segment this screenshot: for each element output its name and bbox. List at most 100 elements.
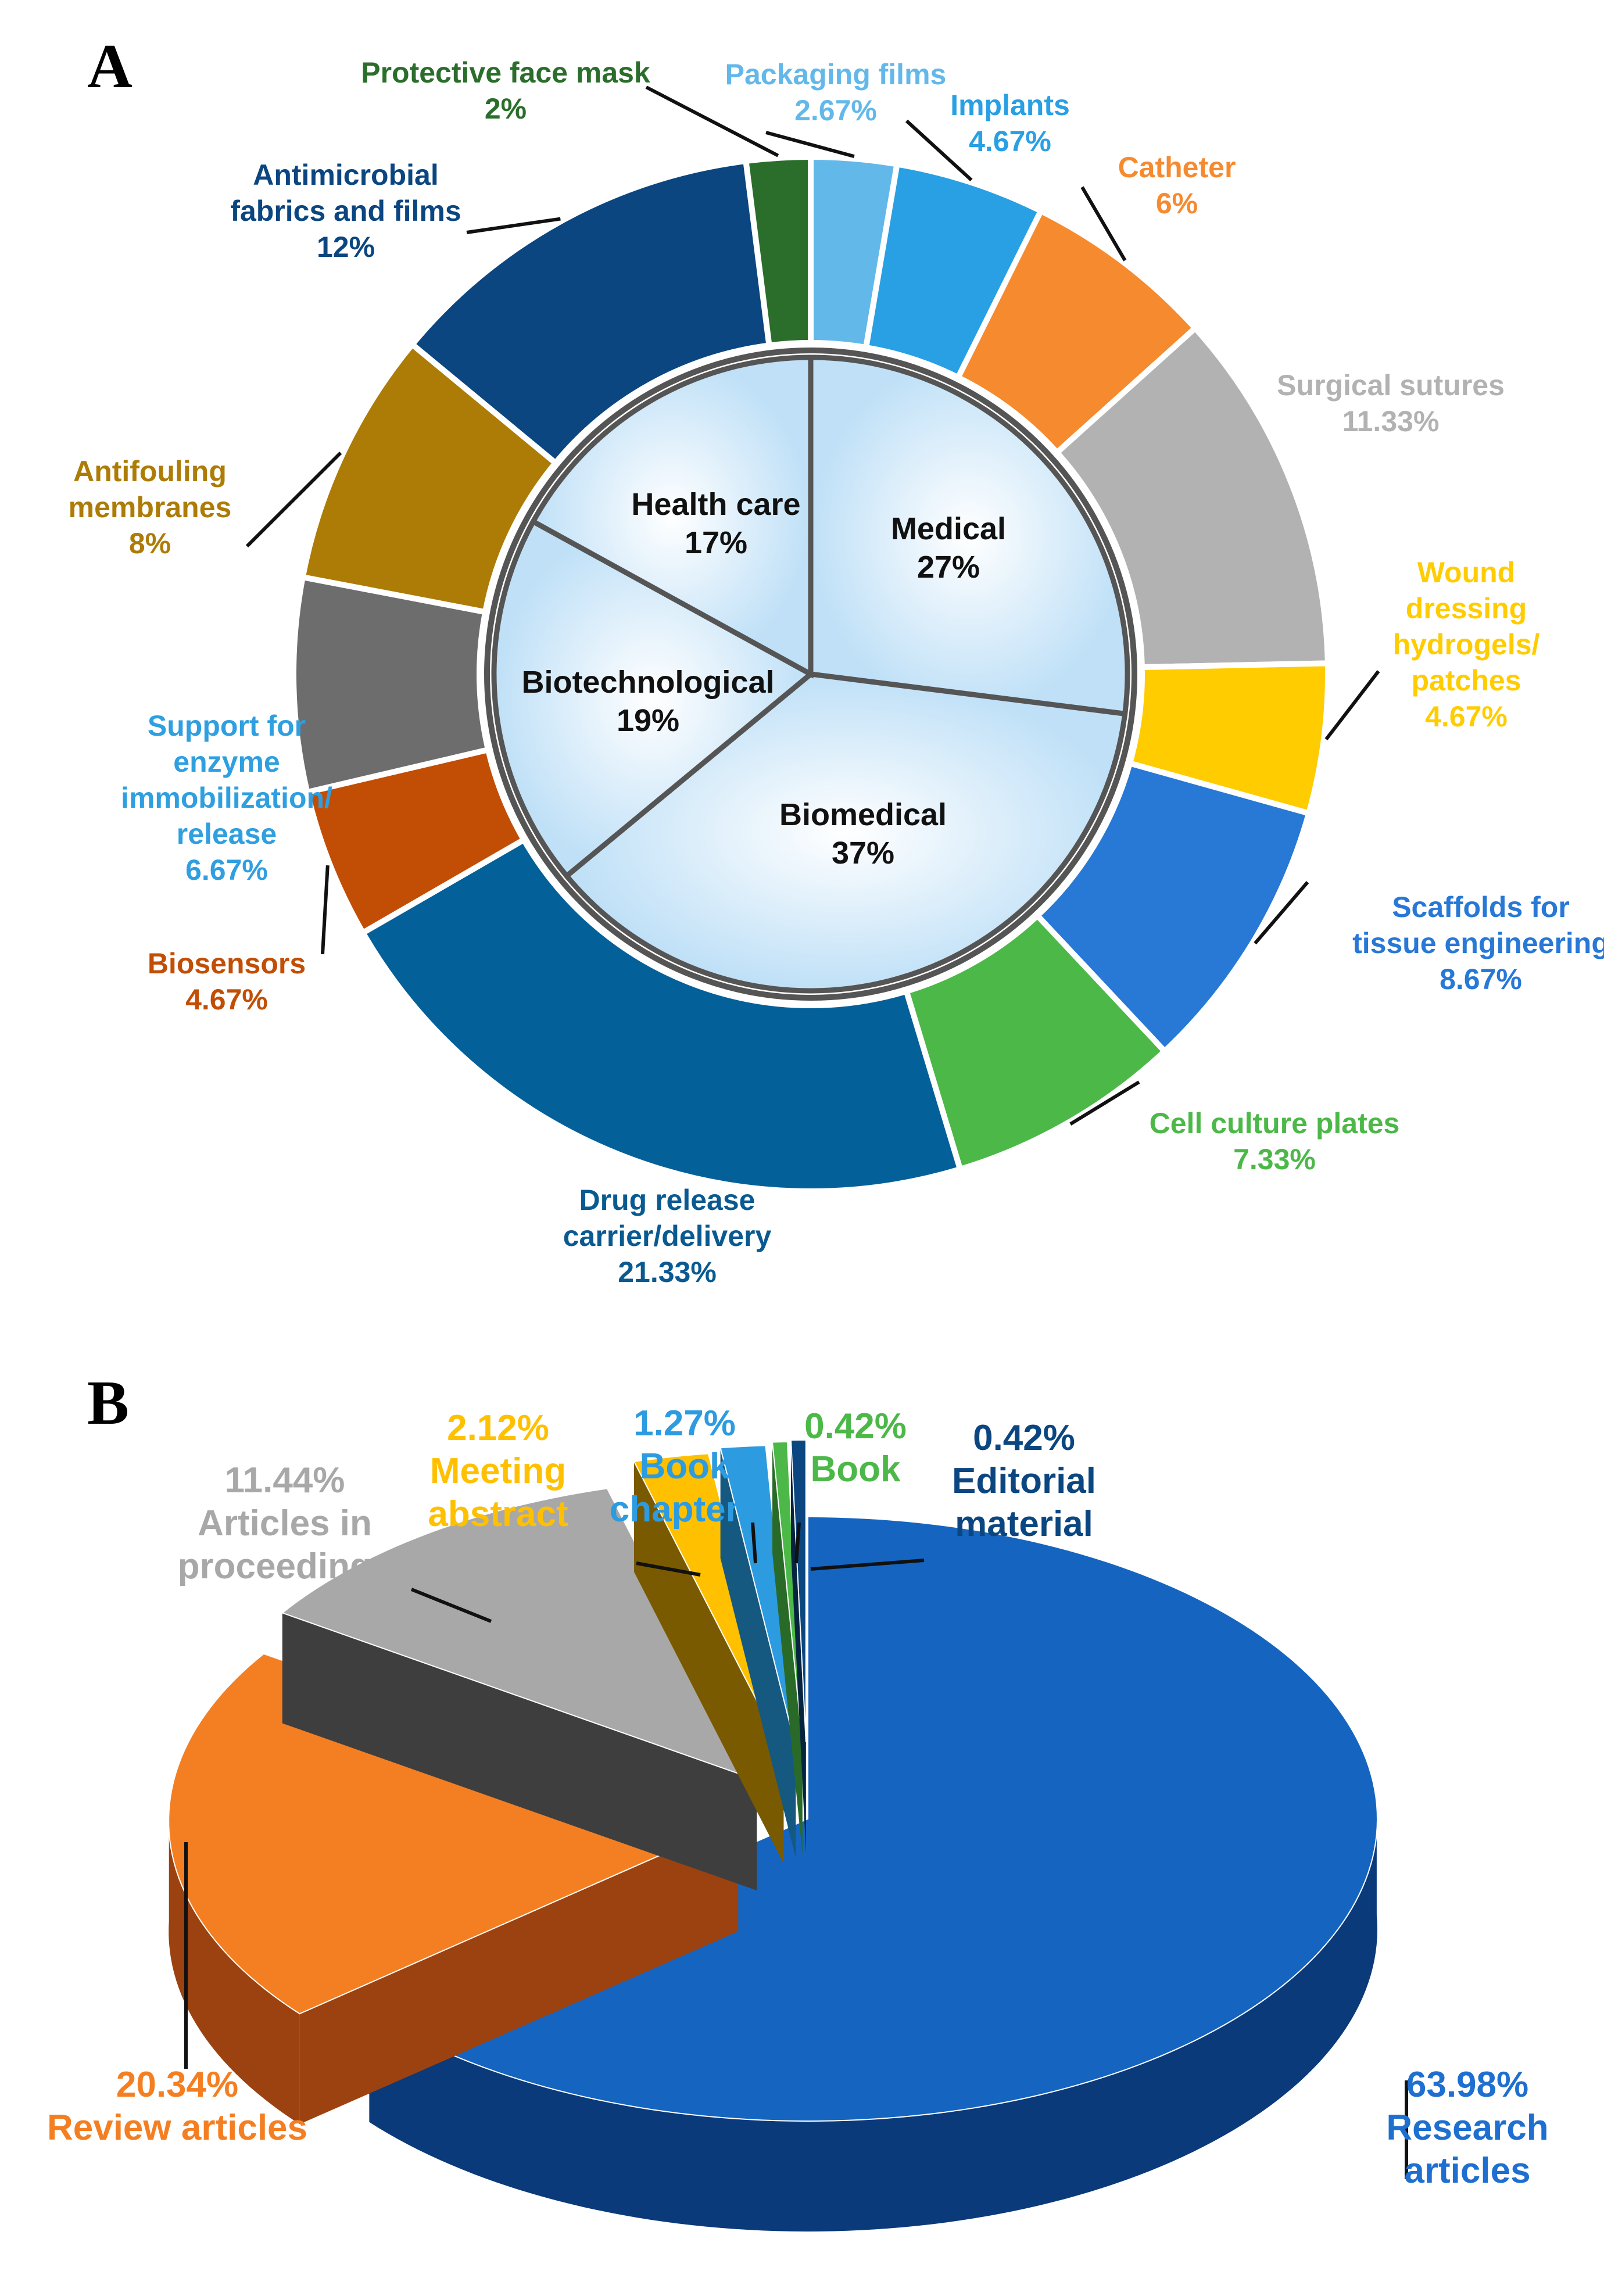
outer-label-support-for-enzyme-immobilization-release-line: 6.67% xyxy=(185,854,268,886)
inner-slice-biomedical xyxy=(563,671,1128,994)
inner-slice-health-care xyxy=(529,354,814,679)
outer-label-implants-line: Implants xyxy=(950,89,1070,121)
slice-top-book xyxy=(771,1441,803,1744)
slice-side-review-articles xyxy=(169,1810,300,2125)
outer-label-wound-dressing-hydrogels-patches: Wound dressing hydrogels/patches 4.67% xyxy=(1393,556,1540,733)
slice-labels: 63.98% Research articles 20.34% Review artic… xyxy=(47,1403,1549,2191)
chart-b: 63.98% Research articles 20.34% Review artic… xyxy=(47,1403,1549,2231)
slice-label-articles-in-proceedings: 11.44% Articles in proceedings xyxy=(178,1460,392,1586)
inner-slice-medical xyxy=(808,354,1130,717)
outer-label-drug-release-carrier-delivery-line: carrier/delivery xyxy=(563,1220,772,1252)
slice-label-book-chapters-line: 1.27% xyxy=(633,1403,736,1443)
slice-label-research-articles: 63.98% Research articles xyxy=(1386,2065,1548,2191)
slice-label-book-chapters: 1.27% Book chapters xyxy=(610,1403,760,1530)
slice-label-articles-in-proceedings-line: 11.44% xyxy=(225,1460,345,1500)
outer-label-catheter-line: 6% xyxy=(1156,187,1198,220)
slice-wall-book xyxy=(772,1442,803,1854)
outer-label-cell-culture-plates: Cell culture plates 7.33% xyxy=(1150,1107,1400,1176)
outer-label-protective-face-mask-line: 2% xyxy=(485,92,527,125)
slice-label-book-chapters-line: chapters xyxy=(610,1489,760,1530)
slice-label-editorial-material-line: 0.42% xyxy=(973,1418,1075,1458)
inner-label-health-care: Health care 17% xyxy=(631,487,800,560)
leader-biosensors xyxy=(321,865,330,955)
slice-label-book-line: Book xyxy=(811,1449,901,1489)
leader-antimicrobial-fabrics-and-films xyxy=(466,217,561,234)
inner-label-health-care-line: Health care xyxy=(631,487,800,522)
leader-b-book xyxy=(794,1522,801,1564)
outer-label-antimicrobial-fabrics-and-films: Antimicrobial fabrics and films 12% xyxy=(230,159,461,263)
outer-label-wound-dressing-hydrogels-patches-line: 4.67% xyxy=(1425,700,1508,733)
outer-label-antimicrobial-fabrics-and-films-line: 12% xyxy=(317,231,375,263)
outer-label-scaffolds-for-tissue-engineering: Scaffolds for tissue engineering 8.67% xyxy=(1352,891,1604,995)
slice-label-research-articles-line: Research xyxy=(1386,2108,1548,2148)
inner-label-medical-line: Medical xyxy=(891,511,1006,546)
slice-label-articles-in-proceedings-line: Articles in xyxy=(198,1503,372,1543)
leader-b-book-chapters xyxy=(751,1522,757,1564)
outer-label-cell-culture-plates-line: Cell culture plates xyxy=(1150,1107,1400,1140)
outer-label-support-for-enzyme-immobilization-release-line: enzyme xyxy=(173,746,280,778)
slice-side-research-articles xyxy=(369,1804,1377,2231)
outer-ring xyxy=(291,153,1331,1194)
inner-label-biomedical-line: Biomedical xyxy=(779,797,947,832)
slice-label-editorial-material: 0.42% Editorial material xyxy=(952,1418,1096,1544)
inner-slice-biotechnological xyxy=(491,518,815,880)
inner-pie: Medical 27%Biomedical 37%Biotechnological 1… xyxy=(484,348,1137,1001)
outer-label-surgical-sutures-line: 11.33% xyxy=(1342,405,1440,438)
slice-label-meeting-abstract: 2.12% Meeting abstract xyxy=(428,1408,568,1534)
slice-label-research-articles-line: 63.98% xyxy=(1406,2065,1528,2105)
outer-label-catheter: Catheter 6% xyxy=(1118,151,1236,220)
outer-label-protective-face-mask-line: Protective face mask xyxy=(361,56,650,89)
outer-label-support-for-enzyme-immobilization-release-line: Support for xyxy=(148,710,306,742)
outer-label-packaging-films: Packaging films 2.67% xyxy=(725,58,947,127)
slice-label-meeting-abstract-line: Meeting xyxy=(430,1451,566,1491)
outer-slice-antimicrobial-fabrics-and-films xyxy=(408,157,773,467)
outer-label-wound-dressing-hydrogels-patches-line: Wound xyxy=(1417,556,1515,589)
slice-label-book: 0.42% Book xyxy=(804,1406,907,1489)
leader-antifouling-membranes xyxy=(245,452,342,548)
outer-label-support-for-enzyme-immobilization-release-line: release xyxy=(177,818,277,850)
leader-lines xyxy=(245,85,1380,1126)
outer-label-scaffolds-for-tissue-engineering-line: 8.67% xyxy=(1440,963,1522,995)
outer-label-drug-release-carrier-delivery-line: Drug release xyxy=(579,1184,756,1216)
outer-label-support-for-enzyme-immobilization-release-line: immobilization/ xyxy=(121,782,332,814)
inner-label-health-care-line: 17% xyxy=(685,525,747,560)
outer-label-antifouling-membranes-line: 8% xyxy=(129,527,171,560)
leader-packaging-films xyxy=(765,131,855,159)
outer-labels: Packaging films 2.67% Implants 4.67% Cathete… xyxy=(69,56,1604,1288)
outer-label-biosensors: Biosensors 4.67% xyxy=(148,947,306,1016)
outer-slice-surgical-sutures xyxy=(1052,324,1331,671)
outer-label-antimicrobial-fabrics-and-films-line: fabrics and films xyxy=(230,195,461,227)
slice-top-meeting-abstract xyxy=(633,1453,785,1754)
slice-label-book-line: 0.42% xyxy=(804,1406,907,1446)
inner-label-medical: Medical 27% xyxy=(891,511,1006,585)
outer-label-antifouling-membranes: Antifouling membranes 8% xyxy=(69,455,232,560)
outer-label-antifouling-membranes-line: membranes xyxy=(69,491,232,524)
outer-slice-drug-release-carrier-delivery xyxy=(359,836,964,1194)
outer-label-wound-dressing-hydrogels-patches-line: patches xyxy=(1412,664,1521,697)
outer-slice-protective-face-mask xyxy=(742,153,814,349)
slice-top-review-articles xyxy=(168,1653,740,2015)
leader-cell-culture-plates xyxy=(1069,1080,1140,1126)
outer-label-antifouling-membranes-line: Antifouling xyxy=(73,455,227,488)
outer-label-drug-release-carrier-delivery-line: 21.33% xyxy=(618,1256,717,1288)
outer-label-antimicrobial-fabrics-and-films-line: Antimicrobial xyxy=(253,159,438,191)
inner-label-biomedical-line: 37% xyxy=(832,836,894,871)
slice-top-book-chapters xyxy=(719,1445,797,1748)
outer-label-wound-dressing-hydrogels-patches-line: hydrogels/ xyxy=(1393,628,1540,661)
outer-label-surgical-sutures: Surgical sutures 11.33% xyxy=(1277,369,1505,438)
panel-a-label: A xyxy=(87,32,133,101)
slice-wall-meeting-abstract xyxy=(634,1462,784,1864)
leader-scaffolds-for-tissue-engineering xyxy=(1254,881,1309,945)
leader-wound-dressing-hydrogels-patches xyxy=(1324,670,1380,741)
slice-label-research-articles-line: articles xyxy=(1404,2151,1530,2191)
outer-label-surgical-sutures-line: Surgical sutures xyxy=(1277,369,1505,402)
outer-label-protective-face-mask: Protective face mask 2% xyxy=(361,56,650,125)
outer-label-biosensors-line: Biosensors xyxy=(148,947,306,980)
slice-label-book-chapters-line: Book xyxy=(640,1446,731,1487)
slice-label-editorial-material-line: material xyxy=(955,1504,1093,1544)
outer-label-cell-culture-plates-line: 7.33% xyxy=(1233,1143,1316,1176)
slice-wall-review-articles xyxy=(299,1821,739,2125)
outer-label-scaffolds-for-tissue-engineering-line: Scaffolds for xyxy=(1392,891,1570,923)
slice-label-review-articles: 20.34% Review articles xyxy=(47,2065,307,2148)
